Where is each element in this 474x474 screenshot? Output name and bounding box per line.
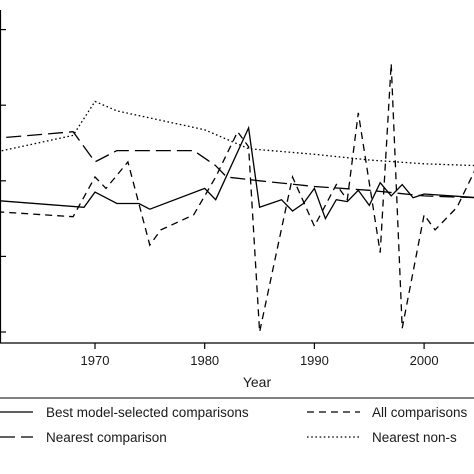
x-tick-label-2000: 2000 xyxy=(410,353,439,368)
legend-box xyxy=(0,397,474,399)
legend-label-3: Nearest comparison xyxy=(46,430,167,445)
legend-label-4: Nearest non-s xyxy=(372,430,457,445)
x-axis-title: Year xyxy=(243,374,272,390)
x-tick-label-1970: 1970 xyxy=(81,353,110,368)
series-line-4 xyxy=(0,100,474,167)
series-line-1 xyxy=(0,125,474,221)
legend-label-2: All comparisons xyxy=(372,405,468,420)
series-line-2 xyxy=(0,63,474,333)
x-tick-label-1990: 1990 xyxy=(300,353,329,368)
series-line-3 xyxy=(0,131,474,199)
x-tick-label-1980: 1980 xyxy=(190,353,219,368)
legend-label-1: Best model-selected comparisons xyxy=(46,405,249,420)
